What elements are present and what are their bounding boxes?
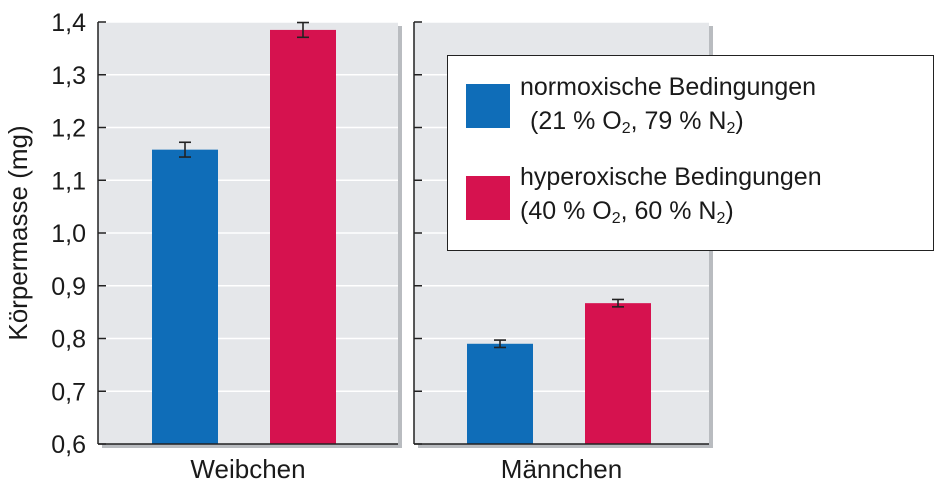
legend-detail-hyperoxic: (40 % O2, 60 % N2) [520, 197, 734, 227]
legend-swatch-normoxic [466, 84, 510, 128]
error-bar [179, 141, 191, 158]
legend-label-normoxic: normoxische Bedingungen (21 % O2, 79 % N… [520, 70, 816, 138]
legend-name-hyperoxic: hyperoxische Bedingungen [520, 163, 822, 191]
error-bar [494, 339, 506, 349]
legend: normoxische Bedingungen (21 % O2, 79 % N… [447, 55, 934, 251]
legend-name-normoxic: normoxische Bedingungen [520, 73, 817, 101]
y-tick-label: 0,6 [51, 431, 86, 459]
legend-detail-normoxic: (21 % O2, 79 % N2) [530, 107, 744, 137]
bar-weibchen-normoxic [152, 149, 218, 444]
y-tick-label: 1,2 [51, 115, 86, 143]
error-bar [297, 21, 309, 39]
y-tick-label: 0,9 [51, 273, 86, 301]
y-tick-label: 0,7 [51, 378, 86, 406]
y-tick-label: 1,3 [51, 62, 86, 90]
x-category-label: Männchen [501, 454, 622, 483]
y-tick-label: 1,4 [51, 9, 86, 37]
legend-label-hyperoxic: hyperoxische Bedingungen (40 % O2, 60 % … [520, 160, 822, 228]
bar-männchen-hyperoxic [585, 303, 651, 444]
y-tick-label: 1,1 [51, 167, 86, 195]
bar-männchen-normoxic [467, 343, 533, 444]
y-tick-label: 0,8 [51, 326, 86, 354]
error-bar [612, 298, 624, 308]
x-category-label: Weibchen [190, 454, 305, 483]
bar-weibchen-hyperoxic [270, 29, 336, 444]
y-axis-title: Körpermasse (mg) [3, 125, 33, 340]
y-tick-label: 1,0 [51, 220, 86, 248]
legend-swatch-hyperoxic [466, 176, 510, 220]
